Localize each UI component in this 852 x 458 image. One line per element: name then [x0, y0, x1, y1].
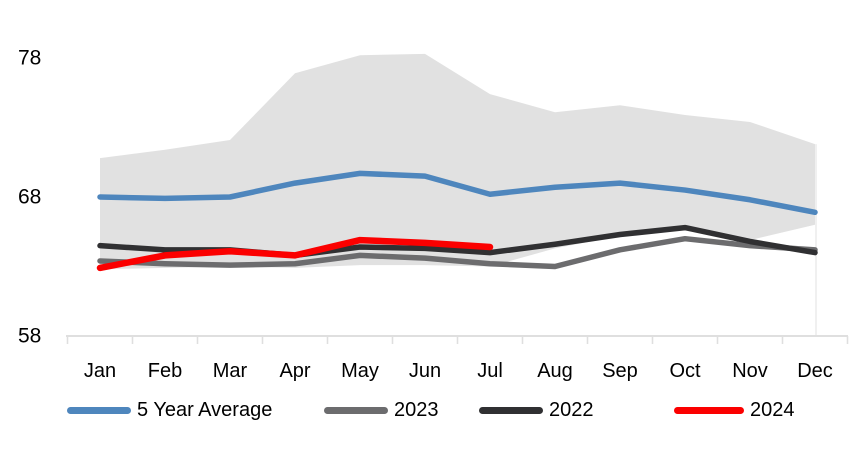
legend-swatch-5-year-average-icon: [67, 406, 131, 414]
legend-swatch-2023-icon: [324, 406, 388, 414]
x-axis-label-mar: Mar: [213, 360, 248, 382]
x-axis-label-nov: Nov: [732, 360, 768, 382]
legend-item-2024: 2024: [674, 396, 795, 424]
legend-swatch-2024-icon: [674, 406, 744, 414]
x-axis-label-sep: Sep: [602, 360, 638, 382]
series-line-2023: [97, 235, 818, 270]
legend-label-2023: 2023: [394, 398, 439, 421]
x-axis-label-dec: Dec: [797, 360, 833, 382]
legend-item-2023: 2023: [324, 396, 439, 424]
five-year-range-band: [100, 53, 815, 270]
series-line-5-year-average: [97, 170, 818, 216]
legend-label-2024: 2024: [750, 398, 795, 421]
y-axis-tick-label: 58: [18, 325, 41, 348]
x-axis-label-oct: Oct: [669, 360, 701, 382]
x-axis-label-jul: Jul: [477, 360, 503, 382]
x-axis-label-aug: Aug: [537, 360, 573, 382]
legend-item-5-year-average: 5 Year Average: [67, 396, 272, 424]
y-axis-tick-label: 68: [18, 186, 41, 209]
x-axis-label-jan: Jan: [84, 360, 116, 382]
legend-label-5-year-average: 5 Year Average: [137, 398, 273, 421]
x-axis-label-feb: Feb: [148, 360, 182, 382]
x-axis-label-jun: Jun: [409, 360, 441, 382]
y-axis-tick-label: 78: [18, 47, 41, 70]
x-axis-label-apr: Apr: [279, 360, 310, 382]
legend-item-2022: 2022: [479, 396, 594, 424]
legend: 5 Year Average 2023 2022 2024: [0, 396, 852, 426]
legend-swatch-2022-icon: [479, 406, 543, 414]
legend-label-2022: 2022: [549, 398, 594, 421]
x-axis-label-may: May: [341, 360, 379, 382]
plot-area: 78 68 58 Jan Feb Mar Apr May Jun Jul Aug Sep Oct Nov D…: [18, 47, 849, 382]
series-line-2024: [96, 236, 494, 272]
